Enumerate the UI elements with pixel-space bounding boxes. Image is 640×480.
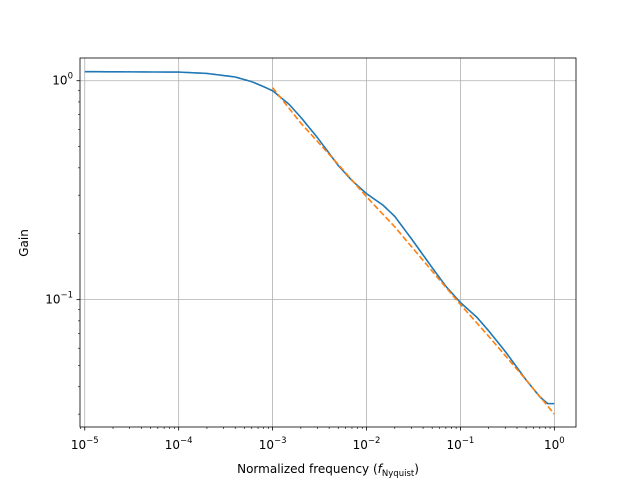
plot-background <box>80 58 576 427</box>
y-axis-label: Gain <box>17 229 31 257</box>
x-tick-label-base: 10 <box>447 438 462 452</box>
y-tick-label-exponent: −1 <box>60 291 73 301</box>
x-tick-label-exponent: −3 <box>274 436 287 446</box>
x-tick-label: 100 <box>544 436 565 452</box>
x-tick-label-exponent: −5 <box>86 436 99 446</box>
plot-frame <box>79 57 577 428</box>
x-tick-label-exponent: 0 <box>559 436 564 446</box>
x-tick-label-exponent: −4 <box>180 436 193 446</box>
x-tick-label: 10−4 <box>165 436 193 452</box>
x-tick-label-base: 10 <box>165 438 180 452</box>
axis-ticks <box>76 80 555 431</box>
series-line-2 <box>271 87 555 415</box>
y-tick-label-base: 10 <box>52 74 67 88</box>
grid-lines <box>80 58 576 427</box>
x-tick-label: 10−2 <box>353 436 381 452</box>
x-axis-label-main: Normalized frequency ( <box>237 462 378 476</box>
y-tick-label: 10−1 <box>45 291 73 307</box>
x-axis-label-italic: f <box>378 462 384 476</box>
x-tick-label-base: 10 <box>71 438 86 452</box>
x-axis-label-suffix: ) <box>414 462 419 476</box>
x-tick-label-base: 10 <box>544 438 559 452</box>
x-axis-label: Normalized frequency (fNyquist) <box>237 462 419 479</box>
x-tick-label-exponent: −2 <box>368 436 381 446</box>
y-tick-label-base: 10 <box>45 293 60 307</box>
series-lines <box>84 70 555 415</box>
series-line-1 <box>84 70 555 405</box>
x-tick-label-base: 10 <box>259 438 274 452</box>
x-axis-label-subscript: Nyquist <box>382 469 415 479</box>
x-tick-label-exponent: −1 <box>462 436 475 446</box>
x-tick-label: 10−5 <box>71 436 99 452</box>
y-tick-label: 100 <box>52 72 73 88</box>
y-tick-label-exponent: 0 <box>68 72 73 82</box>
x-tick-label: 10−3 <box>259 436 287 452</box>
x-tick-label: 10−1 <box>447 436 475 452</box>
x-tick-label-base: 10 <box>353 438 368 452</box>
